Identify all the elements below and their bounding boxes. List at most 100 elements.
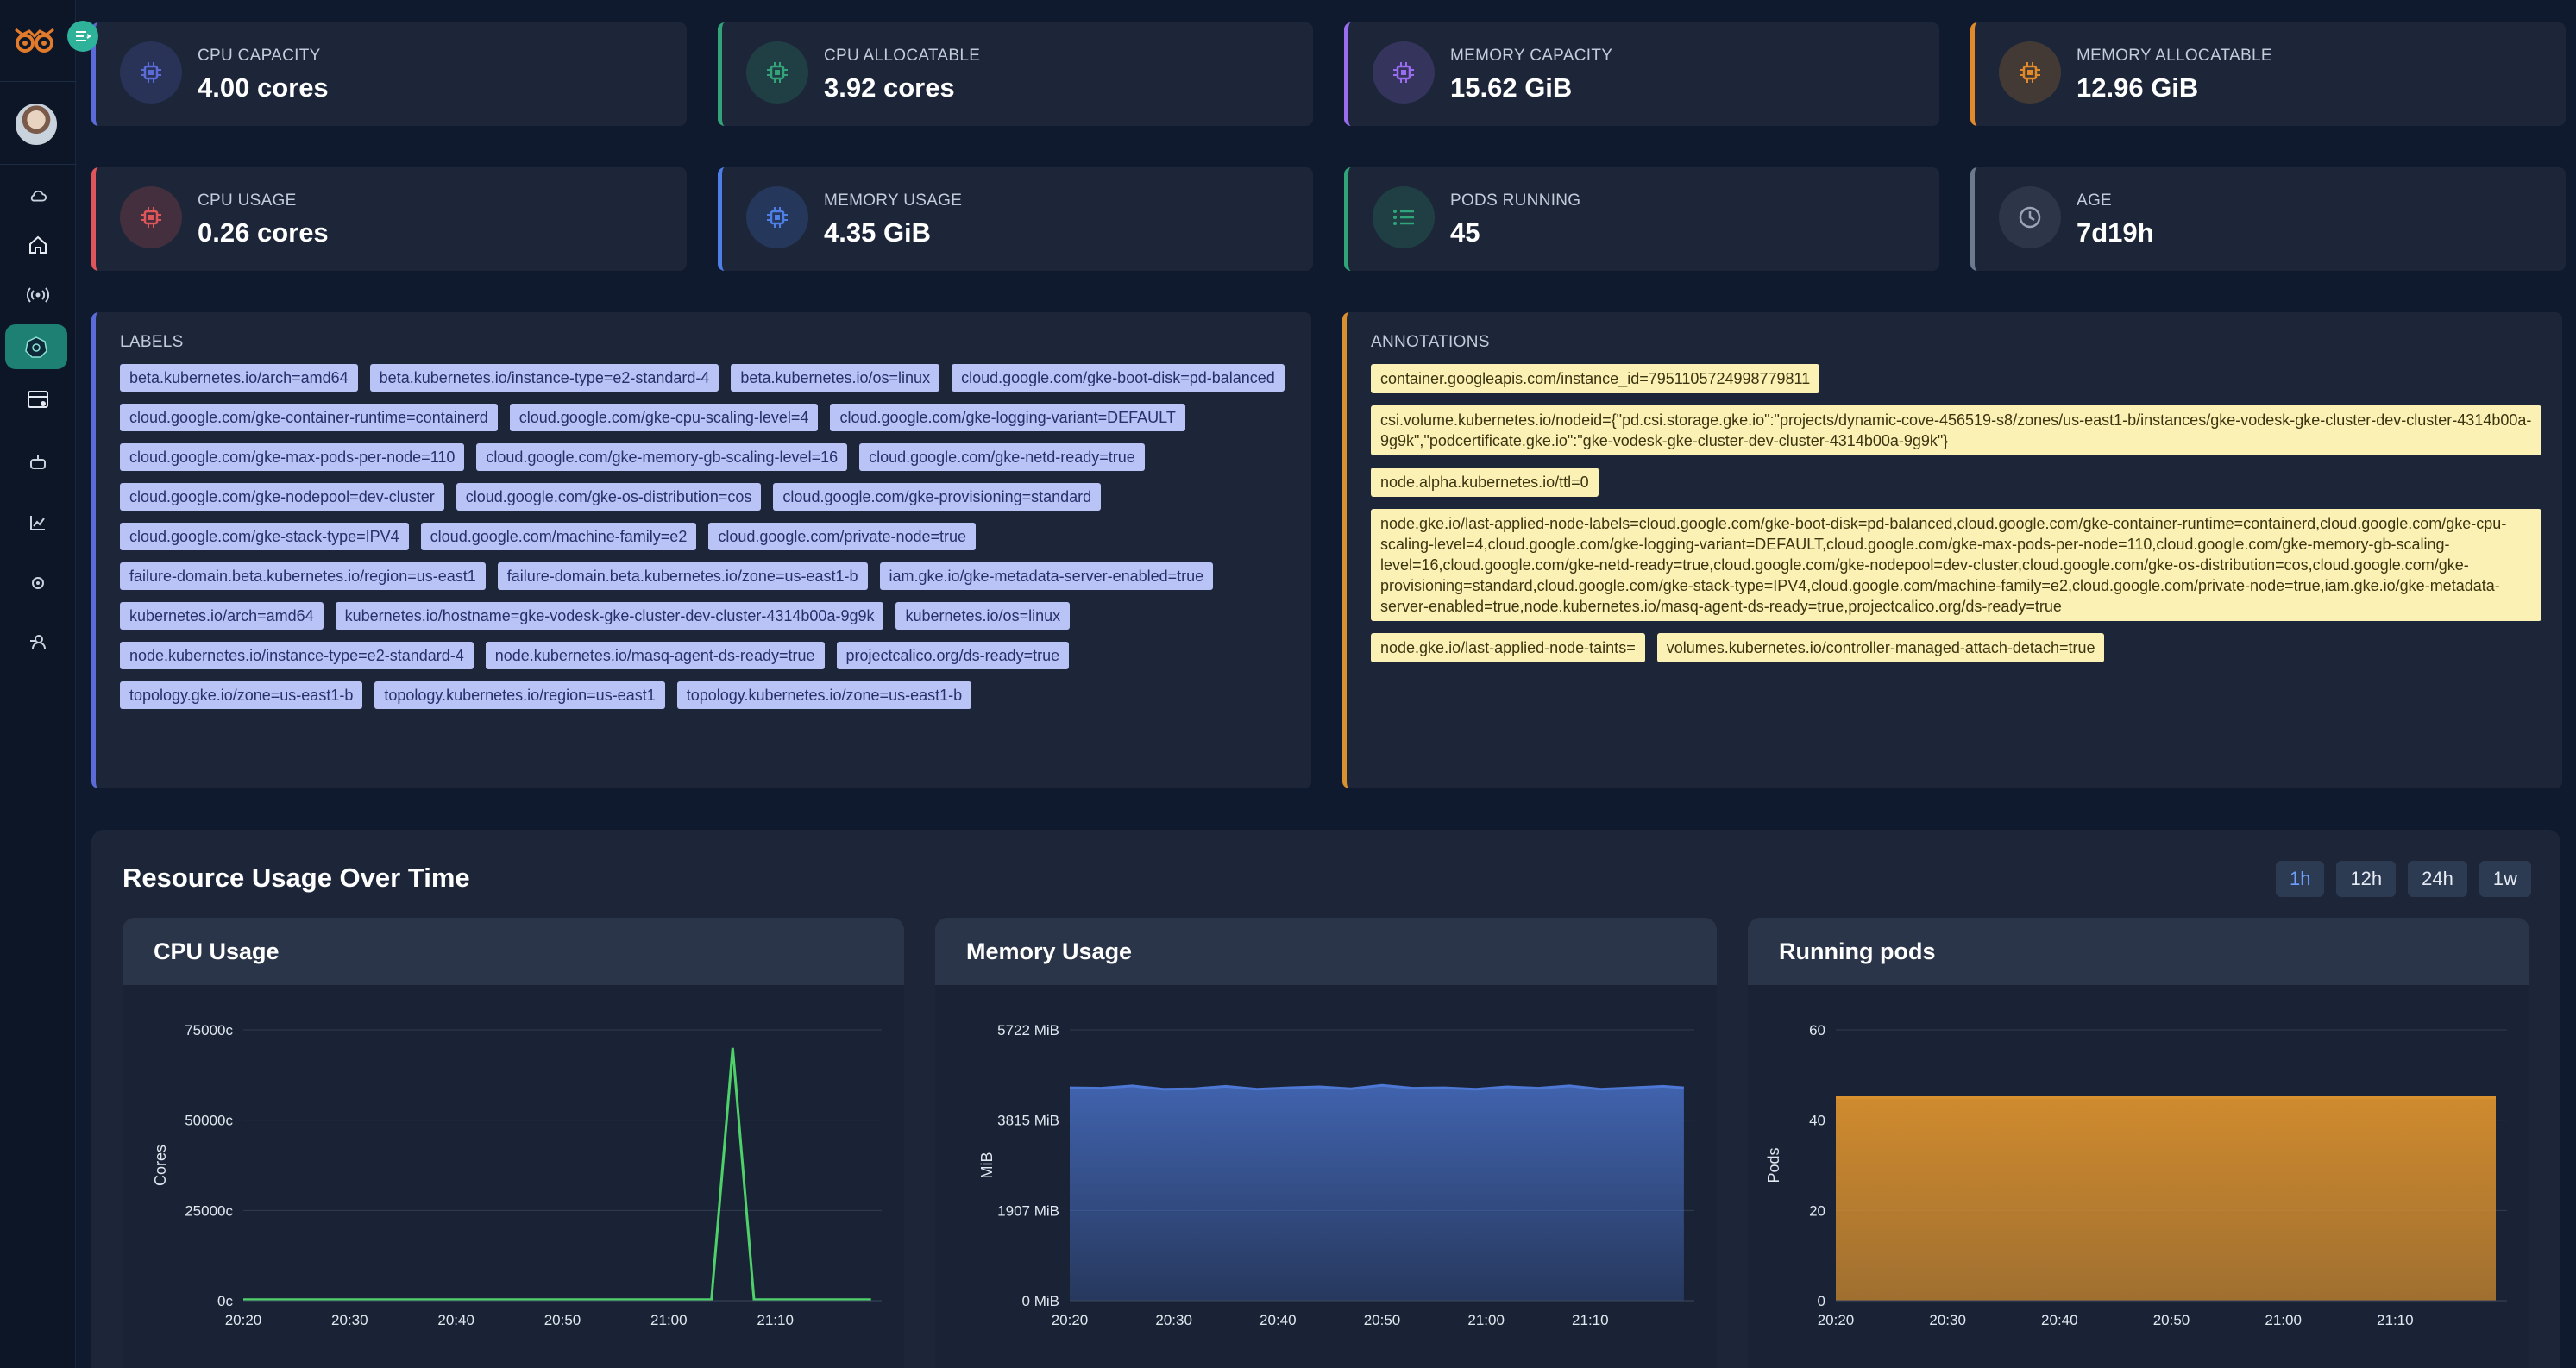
cpu-usage-chart: CPU Usage 0c 25000c 50000c 75000c 20:20 20:30… [123,918,904,1368]
labels-panel: LABELS beta.kubernetes.io/arch=amd64 beta… [91,312,1311,788]
annotation-chip: node.gke.io/last-applied-node-taints= [1371,633,1645,662]
cpu-usage-plot: 0c 25000c 50000c 75000c 20:20 20:30 20:40 20:50… [152,1022,882,1328]
range-button-1h[interactable]: 1h [2275,861,2325,897]
x-tick-label: 20:40 [2041,1312,2078,1328]
label-chip: topology.kubernetes.io/zone=us-east1-b [676,681,972,709]
running-pods-chart: Running pods 0 20 40 60 20:20 20:30 20:40 20:50… [1748,918,2529,1368]
label-chip: failure-domain.beta.kubernetes.io/region… [120,562,486,590]
x-tick-label: 20:40 [1260,1312,1297,1328]
range-button-24h[interactable]: 24h [2408,861,2467,897]
chart-title: Memory Usage [935,918,1717,985]
chip-icon [1373,41,1435,104]
label-chip: cloud.google.com/gke-stack-type=IPV4 [120,523,409,550]
sidebar [0,0,76,1368]
x-tick-label: 20:30 [1929,1312,1966,1328]
broadcast-icon[interactable] [21,278,55,312]
running-pods-plot: 0 20 40 60 20:20 20:30 20:40 20:50 21:00 21:10 Pod… [1765,1022,2507,1328]
range-button-12h[interactable]: 12h [2336,861,2397,897]
x-tick-label: 21:10 [2377,1312,2414,1328]
stat-label: MEMORY USAGE [824,191,963,210]
owl-logo-icon [15,28,54,53]
stat-label: AGE [2077,191,2113,210]
home-icon[interactable] [21,228,55,262]
chart-title: Running pods [1748,918,2529,985]
label-chip: cloud.google.com/private-node=true [708,523,977,550]
y-tick-label: 0c [217,1293,233,1309]
stat-value: 15.62 GiB [1450,72,1573,103]
memory-usage-plot: 0 MiB 1907 MiB 3815 MiB 5722 MiB 20:20 20:30 2… [978,1022,1694,1328]
x-tick-label: 20:50 [544,1312,581,1328]
x-tick-label: 20:50 [2153,1312,2190,1328]
chart-icon[interactable] [21,505,55,540]
label-chip: cloud.google.com/gke-logging-variant=DEF… [830,404,1185,431]
resource-usage-title: Resource Usage Over Time [123,863,470,893]
robot-icon[interactable] [21,445,55,480]
menu-icon [76,31,91,41]
clock-icon [1999,186,2061,248]
range-button-1w[interactable]: 1w [2479,861,2531,897]
y-tick-label: 25000c [185,1202,233,1219]
label-chip: iam.gke.io/gke-metadata-server-enabled=t… [879,562,1214,590]
add-user-icon[interactable] [21,624,55,659]
y-tick-label: 75000c [185,1022,233,1039]
y-tick-label: 1907 MiB [997,1202,1059,1219]
chip-icon [120,41,182,104]
stat-value: 4.35 GiB [824,217,932,248]
y-axis-label: Pods [1765,1147,1782,1183]
stat-value: 45 [1450,217,1480,248]
labels-title: LABELS [120,333,184,351]
label-chip: cloud.google.com/gke-netd-ready=true [859,443,1145,471]
label-chip: cloud.google.com/gke-provisioning=standa… [773,483,1102,511]
chip-icon [746,186,808,248]
x-tick-label: 20:30 [1155,1312,1192,1328]
label-chip: cloud.google.com/gke-container-runtime=c… [120,404,498,431]
y-tick-label: 20 [1809,1202,1825,1219]
series-area [1836,1097,2496,1301]
x-tick-label: 21:00 [650,1312,688,1328]
labels-list: beta.kubernetes.io/arch=amd64 beta.kubern… [120,364,1291,709]
x-tick-label: 20:20 [225,1312,262,1328]
x-tick-label: 21:10 [1572,1312,1609,1328]
annotations-list: container.googleapis.com/instance_id=795… [1371,364,2541,662]
dashboard-icon[interactable] [21,383,55,417]
label-chip: beta.kubernetes.io/instance-type=e2-stan… [369,364,719,392]
label-chip: node.kubernetes.io/instance-type=e2-stan… [120,642,474,669]
stat-label: CPU CAPACITY [198,47,321,65]
label-chip: topology.kubernetes.io/region=us-east1 [374,681,665,709]
stat-card: AGE 7d19h [1970,167,2566,271]
label-chip: cloud.google.com/gke-max-pods-per-node=1… [120,443,465,471]
label-chip: kubernetes.io/os=linux [895,602,1071,630]
annotation-chip: node.alpha.kubernetes.io/ttl=0 [1371,468,1599,497]
label-chip: topology.gke.io/zone=us-east1-b [120,681,363,709]
menu-toggle-button[interactable] [67,21,98,52]
stat-value: 4.00 cores [198,72,329,103]
label-chip: beta.kubernetes.io/arch=amd64 [120,364,358,392]
settings-icon[interactable] [21,566,55,600]
x-tick-label: 21:00 [2265,1312,2302,1328]
series-line [1069,1083,1685,1091]
label-chip: cloud.google.com/gke-memory-gb-scaling-l… [476,443,848,471]
y-tick-label: 3815 MiB [997,1113,1059,1129]
x-tick-label: 21:10 [757,1312,794,1328]
label-chip: cloud.google.com/gke-nodepool=dev-cluste… [120,483,444,511]
chart-title: CPU Usage [123,918,904,985]
stat-label: CPU ALLOCATABLE [824,47,981,65]
label-chip: cloud.google.com/gke-os-distribution=cos [456,483,762,511]
stat-card: MEMORY CAPACITY 15.62 GiB [1344,22,1939,126]
kubernetes-icon[interactable] [5,324,67,369]
cloud-icon[interactable] [21,179,55,214]
label-chip: kubernetes.io/hostname=gke-vodesk-gke-cl… [335,602,884,630]
x-tick-label: 20:20 [1052,1312,1089,1328]
user-avatar[interactable] [16,104,57,145]
series-area [1070,1085,1684,1301]
resource-usage-section: Resource Usage Over Time 1h 12h 24h 1w CPU … [91,830,2560,1368]
stat-card: PODS RUNNING 45 [1344,167,1939,271]
y-tick-label: 50000c [185,1113,233,1129]
label-chip: cloud.google.com/gke-cpu-scaling-level=4 [509,404,819,431]
stat-value: 3.92 cores [824,72,955,103]
y-tick-label: 60 [1809,1022,1825,1039]
y-axis-label: Cores [152,1145,169,1186]
stat-card: CPU CAPACITY 4.00 cores [91,22,687,126]
chip-icon [120,186,182,248]
label-chip: failure-domain.beta.kubernetes.io/zone=u… [497,562,868,590]
